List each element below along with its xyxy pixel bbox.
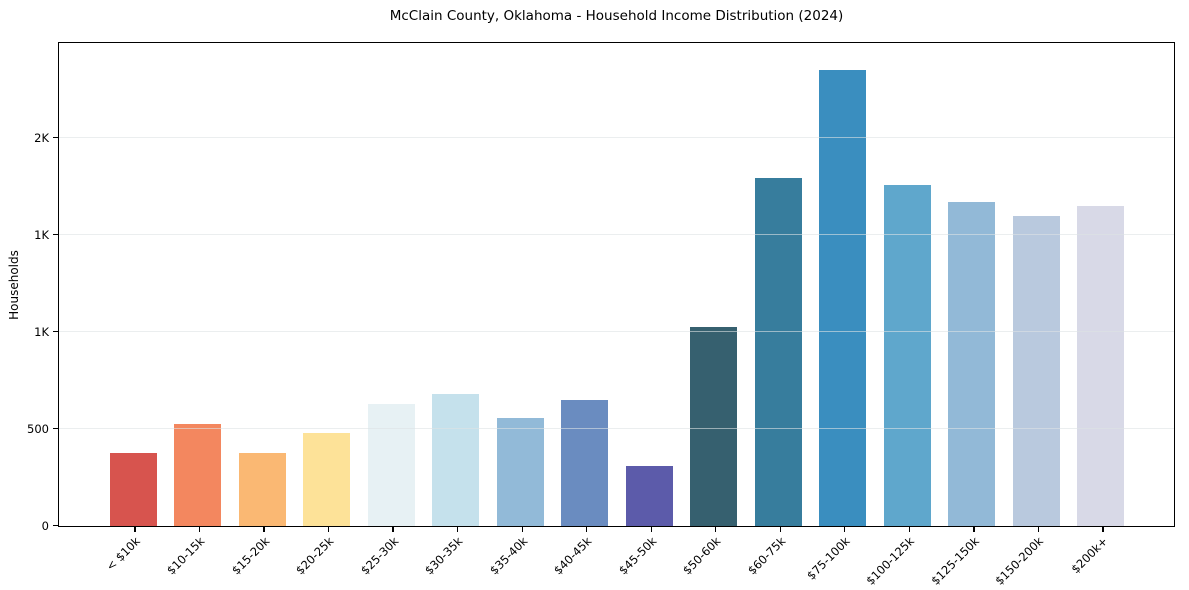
bar-$75-100k [819,70,867,526]
bar-< $10k [109,453,157,526]
bar-$150-200k [1012,215,1060,526]
y-tick-label-1000: 1K [34,324,49,339]
gridline-2000 [59,137,1174,139]
bar-$60-75k [754,177,802,526]
x-tick-$20-25k [327,527,330,532]
bar-$10-15k [174,424,222,526]
x-tick-label-$125-150k: $125-150k [928,534,982,588]
x-tick-label-< $10k: < $10k [103,534,143,574]
bar-$20-25k [303,432,351,526]
bar-$40-45k [561,399,609,526]
x-tick-label-$200k+: $200k+ [1068,534,1111,577]
bar-$45-50k [625,465,673,526]
bar-$100-125k [883,184,931,526]
x-tick-$10-15k [198,527,201,532]
x-tick-label-$45-50k: $45-50k [615,534,660,578]
x-tick-label-$15-20k: $15-20k [228,534,272,578]
x-tick-$45-50k [650,527,652,532]
y-tick-label-0: 0 [41,518,49,533]
x-tick-label-$35-40k: $35-40k [486,534,531,578]
bar-$15-20k [238,453,286,526]
x-tick-label-$100-125k: $100-125k [863,534,918,588]
bar-$30-35k [432,394,480,526]
y-axis-label: Households [7,250,21,320]
x-tick-$200k+ [1102,527,1104,532]
x-tick-$75-100k [844,527,846,532]
x-tick-label-$20-25k: $20-25k [293,534,337,578]
x-tick-label-$25-30k: $25-30k [357,534,402,578]
gridline-1000 [59,331,1174,333]
x-tick-$150-200k [1037,527,1040,532]
y-tick-500 [53,427,58,430]
x-tick-$60-75k [779,527,781,532]
x-tick-label-$10-15k: $10-15k [163,534,208,578]
plot-area [58,42,1175,527]
bar-$35-40k [496,418,544,526]
x-tick-label-$75-100k: $75-100k [804,534,853,583]
x-tick-$15-20k [263,527,265,532]
bar-$200k+ [1077,206,1125,526]
x-tick-$50-60k [715,527,717,532]
y-tick-label-1500: 1K [34,227,49,242]
x-tick-$40-45k [586,527,588,532]
y-tick-1000 [53,330,58,333]
x-tick-< $10k [134,527,136,532]
gridline-500 [59,428,1174,430]
y-tick-label-500: 500 [27,421,49,436]
x-tick-$35-40k [521,527,523,532]
y-tick-0 [53,524,58,527]
chart-title: McClain County, Oklahoma - Household Inc… [389,8,844,24]
bar-$50-60k [690,327,738,526]
x-tick-label-$30-35k: $30-35k [422,534,466,578]
gridline-1500 [59,234,1174,236]
x-tick-$30-35k [456,527,459,532]
x-tick-label-$40-45k: $40-45k [551,534,595,578]
x-tick-label-$50-60k: $50-60k [680,534,724,578]
y-tick-label-2000: 2K [34,130,49,145]
y-tick-1500 [53,233,58,236]
x-tick-label-$150-200k: $150-200k [992,534,1047,588]
x-tick-label-$60-75k: $60-75k [744,534,789,578]
bar-$25-30k [367,403,415,526]
x-tick-$100-125k [908,527,911,532]
bar-$125-150k [948,202,996,526]
x-tick-$125-150k [973,527,975,532]
x-tick-$25-30k [392,527,394,532]
y-tick-2000 [53,136,58,139]
